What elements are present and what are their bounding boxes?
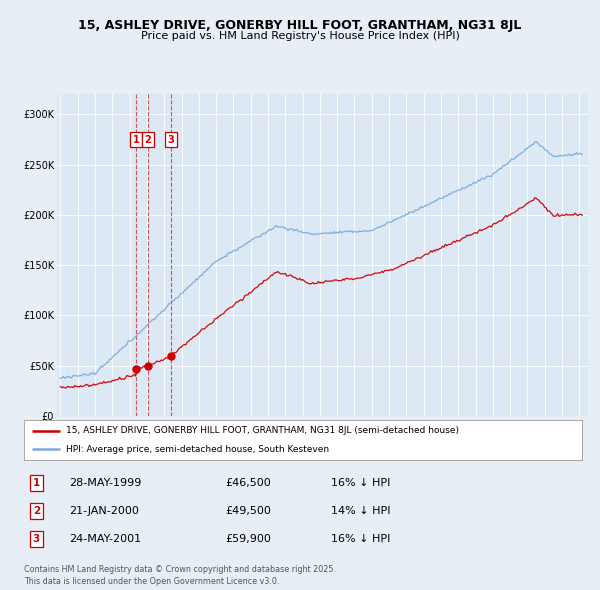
Text: 24-MAY-2001: 24-MAY-2001 <box>68 534 141 544</box>
Text: Contains HM Land Registry data © Crown copyright and database right 2025.
This d: Contains HM Land Registry data © Crown c… <box>24 565 336 586</box>
Text: 15, ASHLEY DRIVE, GONERBY HILL FOOT, GRANTHAM, NG31 8JL (semi-detached house): 15, ASHLEY DRIVE, GONERBY HILL FOOT, GRA… <box>66 427 459 435</box>
Text: 2: 2 <box>145 135 151 145</box>
Text: 2: 2 <box>32 506 40 516</box>
Text: HPI: Average price, semi-detached house, South Kesteven: HPI: Average price, semi-detached house,… <box>66 445 329 454</box>
Text: 14% ↓ HPI: 14% ↓ HPI <box>331 506 391 516</box>
Text: 3: 3 <box>32 534 40 544</box>
Text: 3: 3 <box>167 135 174 145</box>
Text: £49,500: £49,500 <box>225 506 271 516</box>
Text: 1: 1 <box>133 135 140 145</box>
Text: 16% ↓ HPI: 16% ↓ HPI <box>331 534 390 544</box>
Text: 1: 1 <box>32 478 40 488</box>
Text: 15, ASHLEY DRIVE, GONERBY HILL FOOT, GRANTHAM, NG31 8JL: 15, ASHLEY DRIVE, GONERBY HILL FOOT, GRA… <box>79 19 521 32</box>
Text: £59,900: £59,900 <box>225 534 271 544</box>
Text: 21-JAN-2000: 21-JAN-2000 <box>68 506 139 516</box>
Text: 28-MAY-1999: 28-MAY-1999 <box>68 478 141 488</box>
Text: Price paid vs. HM Land Registry's House Price Index (HPI): Price paid vs. HM Land Registry's House … <box>140 31 460 41</box>
Text: 16% ↓ HPI: 16% ↓ HPI <box>331 478 390 488</box>
Text: £46,500: £46,500 <box>225 478 271 488</box>
